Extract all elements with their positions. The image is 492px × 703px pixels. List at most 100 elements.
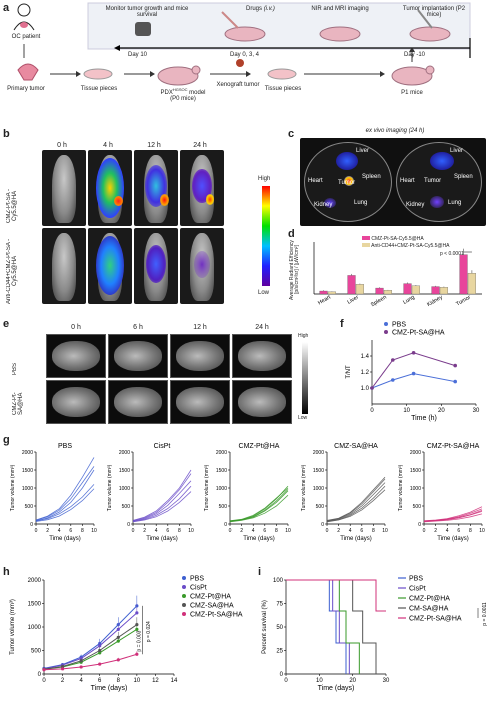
legend-label: CisPt <box>409 586 426 593</box>
ex-vivo-image <box>300 138 486 226</box>
x-tick-label: 4 <box>79 678 83 684</box>
mouse-icon-p1 <box>391 66 433 86</box>
y-tick-label: 25 <box>276 649 283 655</box>
x-tick-label: 10 <box>134 678 141 684</box>
panel-label-e: e <box>3 318 10 330</box>
d-legend-2: Anti-CD44+CMZ-Pt-SA-Cy5.5@HA <box>362 243 449 249</box>
x-tick-label: 4 <box>446 528 449 534</box>
x-tick-label: 8 <box>81 528 84 534</box>
workflow-svg <box>13 2 471 86</box>
bar <box>319 290 328 295</box>
x-tick-label: 2 <box>240 528 243 534</box>
y-axis-label: Tumor volume (mm³) <box>301 464 307 511</box>
organ-tumor-1: Tumor <box>338 180 356 186</box>
patient-head-icon <box>17 3 31 17</box>
series-line <box>43 653 138 671</box>
legend-label: CM-SA@HA <box>409 606 449 613</box>
mri-low-label: Low <box>298 415 308 421</box>
panel-label-f: f <box>340 318 344 330</box>
ivis-image-r2-12h <box>134 228 178 304</box>
y-axis-label: Tumor volume (mm³) <box>204 464 210 511</box>
x-axis-label: Time (days) <box>49 536 80 542</box>
survival-step-line <box>286 579 347 674</box>
bar <box>327 291 336 295</box>
xenograft-label: Xenograft tumor <box>216 82 260 88</box>
x-axis-label: Time (h) <box>411 415 437 422</box>
data-point <box>135 611 139 615</box>
x-tick-label: 10 <box>316 678 323 684</box>
individual-line <box>326 476 386 521</box>
x-tick-label: 6 <box>166 528 169 534</box>
legend-marker <box>384 330 388 334</box>
ex-vivo-title: ex vivo imaging (24 h) <box>365 128 425 134</box>
row-label-1: CMZ-Pt-SA -Cy5.5@HA <box>6 189 18 223</box>
monitor-label: Monitor tumor growth and mice survival <box>105 6 189 18</box>
panel-d: Heart Liver Spleen Lung Kidney Tumor Average … <box>289 232 490 316</box>
bar <box>411 285 420 295</box>
individual-line <box>132 480 192 522</box>
x-tick-label: 0 <box>42 678 46 684</box>
y-tick-label: 1000 <box>28 625 42 631</box>
legend-label: PBS <box>392 322 406 329</box>
organ-heart-2: Heart <box>400 178 415 184</box>
y-tick-label: 100 <box>273 578 284 584</box>
data-point <box>98 662 102 666</box>
x-tick-label: 20 <box>349 678 356 684</box>
x-tick-label: 10 <box>479 528 485 534</box>
mouse-icon-p0 <box>157 66 199 86</box>
y-tick-label: 500 <box>219 504 228 510</box>
data-point <box>116 658 120 662</box>
x-tick-label: 4 <box>155 528 158 534</box>
x-tick-label: 2 <box>337 528 340 534</box>
y-tick-label: 1500 <box>216 468 227 474</box>
x-tick-label: 4 <box>349 528 352 534</box>
x-tick-label: 2 <box>61 678 65 684</box>
colorbar <box>262 186 270 286</box>
legend-marker <box>182 576 186 580</box>
x-tick-label: 6 <box>98 678 102 684</box>
p-value: p = 0.0011 <box>482 602 488 626</box>
y-tick-label: 500 <box>316 504 325 510</box>
ovary-icon <box>20 22 28 28</box>
y-tick-label: 1.0 <box>361 386 370 392</box>
y-tick-label: 0 <box>224 522 227 528</box>
ivis-image-r1-0h <box>42 150 86 226</box>
y-tick-label: 50 <box>276 625 283 631</box>
x-axis-label: Time (days) <box>437 536 468 542</box>
implantation-label: Tumor implantation (P2 mice) <box>402 6 466 18</box>
x-axis-label: Time (days) <box>91 685 128 692</box>
subplot-title: CMZ-Pt-SA@HA <box>427 443 480 450</box>
series-line <box>43 628 138 670</box>
category-label: Lung <box>402 295 416 306</box>
data-point <box>116 639 120 643</box>
panel-b: 0 h 4 h 12 h 24 h CMZ-Pt-SA -Cy5.5@HA An… <box>0 130 288 310</box>
individual-line <box>423 509 483 522</box>
organ-kidney-1: Kidney <box>314 202 333 208</box>
bar <box>375 287 384 295</box>
syringe-icon <box>221 11 239 29</box>
panel-label-a: a <box>3 2 10 14</box>
category-label: Heart <box>317 294 332 306</box>
legend-label: CMZ-Pt-SA@HA <box>409 616 462 623</box>
y-tick-label: 2000 <box>410 450 421 456</box>
x-tick-label: 2 <box>434 528 437 534</box>
data-point <box>370 386 374 390</box>
bar <box>383 290 392 295</box>
y-tick-label: 1000 <box>313 486 324 492</box>
y-tick-label: 1500 <box>313 468 324 474</box>
legend-marker <box>384 322 388 326</box>
subplot-title: CisPt <box>154 443 171 450</box>
y-tick-label: 0 <box>38 672 42 678</box>
dayneg10-label: Day -10 <box>404 52 426 58</box>
x-tick-label: 6 <box>360 528 363 534</box>
mri-image-r1-6h <box>108 334 168 378</box>
panel-f: 0 10 20 30 1.0 1.2 1.4 Time (h) T/NT PBS CMZ-Pt-SA… <box>340 318 490 430</box>
mri-image-r2-0h <box>46 380 106 424</box>
organ-heart-1: Heart <box>308 178 323 184</box>
panel-label-i: i <box>258 566 262 578</box>
bar <box>467 273 476 295</box>
scale-icon <box>135 22 151 36</box>
y-tick-label: 2000 <box>216 450 227 456</box>
ivis-image-r1-24h <box>180 150 224 226</box>
x-tick-label: 4 <box>252 528 255 534</box>
